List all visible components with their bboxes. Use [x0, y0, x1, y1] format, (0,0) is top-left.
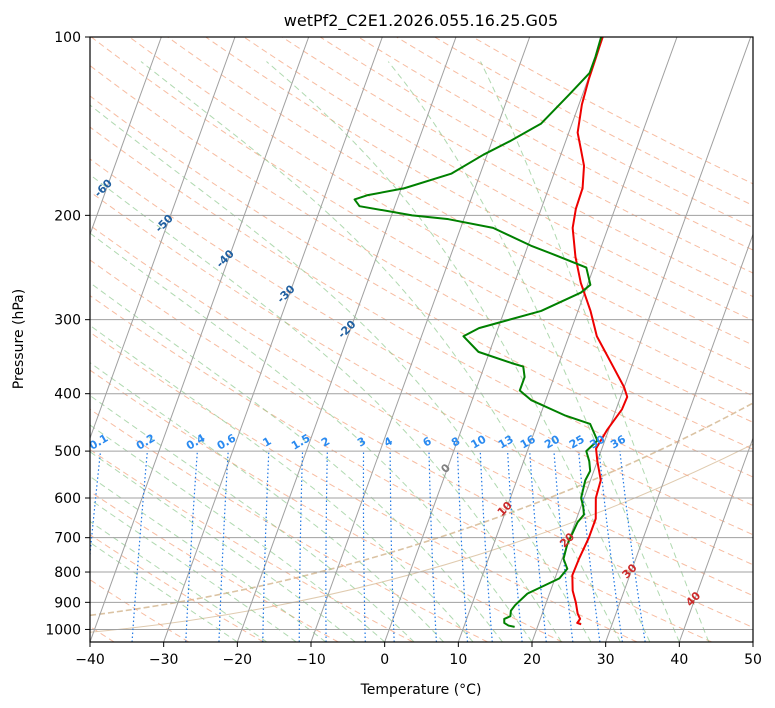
moist-adiabat [266, 61, 651, 642]
moist-adiabat [90, 498, 297, 642]
x-tick-label: 10 [449, 652, 467, 668]
x-tick-label: −20 [223, 652, 253, 668]
mixing-ratio-line [90, 451, 102, 561]
mixing-ratio-line [529, 451, 547, 642]
moist-adiabat [90, 520, 268, 642]
isotherm [678, 436, 753, 642]
mixing-ratio-line [598, 451, 623, 642]
x-tick-label: 20 [523, 652, 541, 668]
moist-adiabat [90, 232, 533, 642]
plot-frame [89, 36, 754, 643]
x-axis-label: Temperature (°C) [360, 682, 482, 698]
y-tick-label: 1000 [45, 622, 81, 638]
moist-adiabat [387, 61, 680, 642]
dry-adiabat [90, 294, 712, 642]
dry-adiabat [129, 37, 753, 397]
x-tick-label: −40 [75, 652, 105, 668]
dry-adiabat [90, 369, 563, 642]
profile-lines [353, 37, 629, 628]
axes: −40 −30 −20 −10 0 10 20 30 40 50 100 200 300 400 500 60… [45, 30, 762, 668]
isotherm [384, 37, 604, 642]
x-tick-label: 40 [670, 652, 688, 668]
dry-adiabat [90, 65, 753, 450]
moist-adiabat [90, 541, 238, 642]
mixing-ratio-line [553, 451, 574, 642]
moist-adiabat [90, 394, 415, 642]
x-tick-label: −10 [296, 652, 326, 668]
isotherm [457, 37, 678, 642]
moist-adiabat [90, 362, 444, 642]
dry-adiabat [90, 490, 339, 642]
x-tick-label: −30 [149, 652, 179, 668]
isotherm [236, 37, 457, 642]
mixing-ratio-line [506, 451, 523, 642]
dry-adiabat [90, 331, 638, 642]
dry-adiabat [90, 95, 753, 478]
y-tick-label: 600 [54, 491, 81, 507]
y-tick-label: 300 [54, 313, 81, 329]
y-tick-label: 400 [54, 387, 81, 403]
y-tick-label: 800 [54, 565, 81, 581]
isotherm [310, 37, 531, 642]
y-tick-label: 700 [54, 531, 81, 547]
dry-adiabat [90, 126, 753, 507]
y-tick-label: 200 [54, 208, 81, 224]
moist-adiabat [90, 475, 327, 642]
isotherm [90, 37, 162, 236]
moist-adiabat [480, 61, 710, 642]
temperature-line [571, 37, 629, 626]
x-tick-label: 30 [597, 652, 615, 668]
y-axis-label: Pressure (hPa) [11, 289, 27, 389]
x-tick-label: 50 [744, 652, 762, 668]
isotherm [90, 37, 236, 440]
dry-adiabat [90, 534, 264, 642]
mixing-ratio-line [619, 451, 646, 642]
moist-adiabat [140, 61, 621, 642]
moist-adiabat [90, 324, 474, 642]
mixing-ratio-line [131, 451, 148, 642]
x-tick-label: 0 [380, 652, 389, 668]
dry-adiabat [90, 224, 753, 597]
chart-title: wetPf2_C2E1.2026.055.16.25.G05 [284, 11, 558, 31]
y-tick-label: 900 [54, 595, 81, 611]
moist-adiabat [90, 282, 503, 642]
moist-adiabat [90, 104, 592, 642]
dry-adiabat [167, 37, 753, 371]
y-tick-label: 100 [54, 30, 81, 46]
dewpoint-line [353, 37, 603, 628]
dry-adiabat [90, 259, 753, 628]
moist-adiabat [90, 424, 386, 642]
dry-adiabat [90, 408, 488, 642]
dry-adiabat [90, 37, 753, 423]
y-tick-label: 500 [54, 444, 81, 460]
isotherm [163, 37, 383, 642]
isotherm [90, 37, 310, 642]
isotherm [605, 232, 753, 642]
